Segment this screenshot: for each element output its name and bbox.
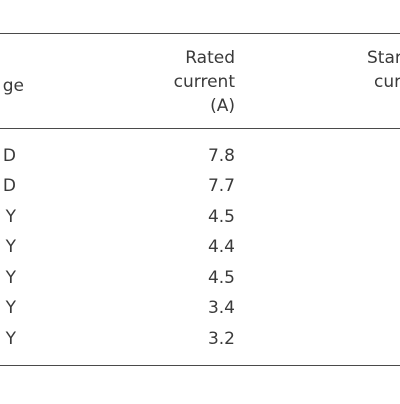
header-rated-current-line-2: current (173, 72, 235, 92)
row-6-voltage: Y (5, 298, 16, 318)
header-starting-current: Star cur (367, 46, 400, 94)
header-voltage: ge (2, 76, 24, 96)
header-rated-current-line-1: Rated (185, 48, 235, 68)
header-rated-current-line-3: (A) (210, 96, 235, 116)
table-header-rule (0, 128, 400, 129)
row-4-voltage: Y (5, 237, 16, 257)
row-7-rated-current: 3.2 (207, 329, 235, 349)
row-2-voltage: D (2, 176, 16, 196)
row-1-voltage: D (2, 146, 16, 166)
row-4-rated-current: 4.4 (207, 237, 235, 257)
row-3-voltage: Y (5, 207, 16, 227)
row-6-rated-current: 3.4 (207, 298, 235, 318)
row-2-rated-current: 7.7 (207, 176, 235, 196)
row-3-rated-current: 4.5 (207, 207, 235, 227)
row-5-voltage: Y (5, 268, 16, 288)
header-starting-current-line-2: cur (374, 72, 400, 92)
table-bottom-rule (0, 365, 400, 366)
table-top-rule (0, 33, 400, 34)
row-5-rated-current: 4.5 (207, 268, 235, 288)
header-starting-current-line-1: Star (367, 48, 400, 68)
header-rated-current: Rated current (A) (174, 46, 235, 118)
row-1-rated-current: 7.8 (207, 146, 235, 166)
row-7-voltage: Y (5, 329, 16, 349)
